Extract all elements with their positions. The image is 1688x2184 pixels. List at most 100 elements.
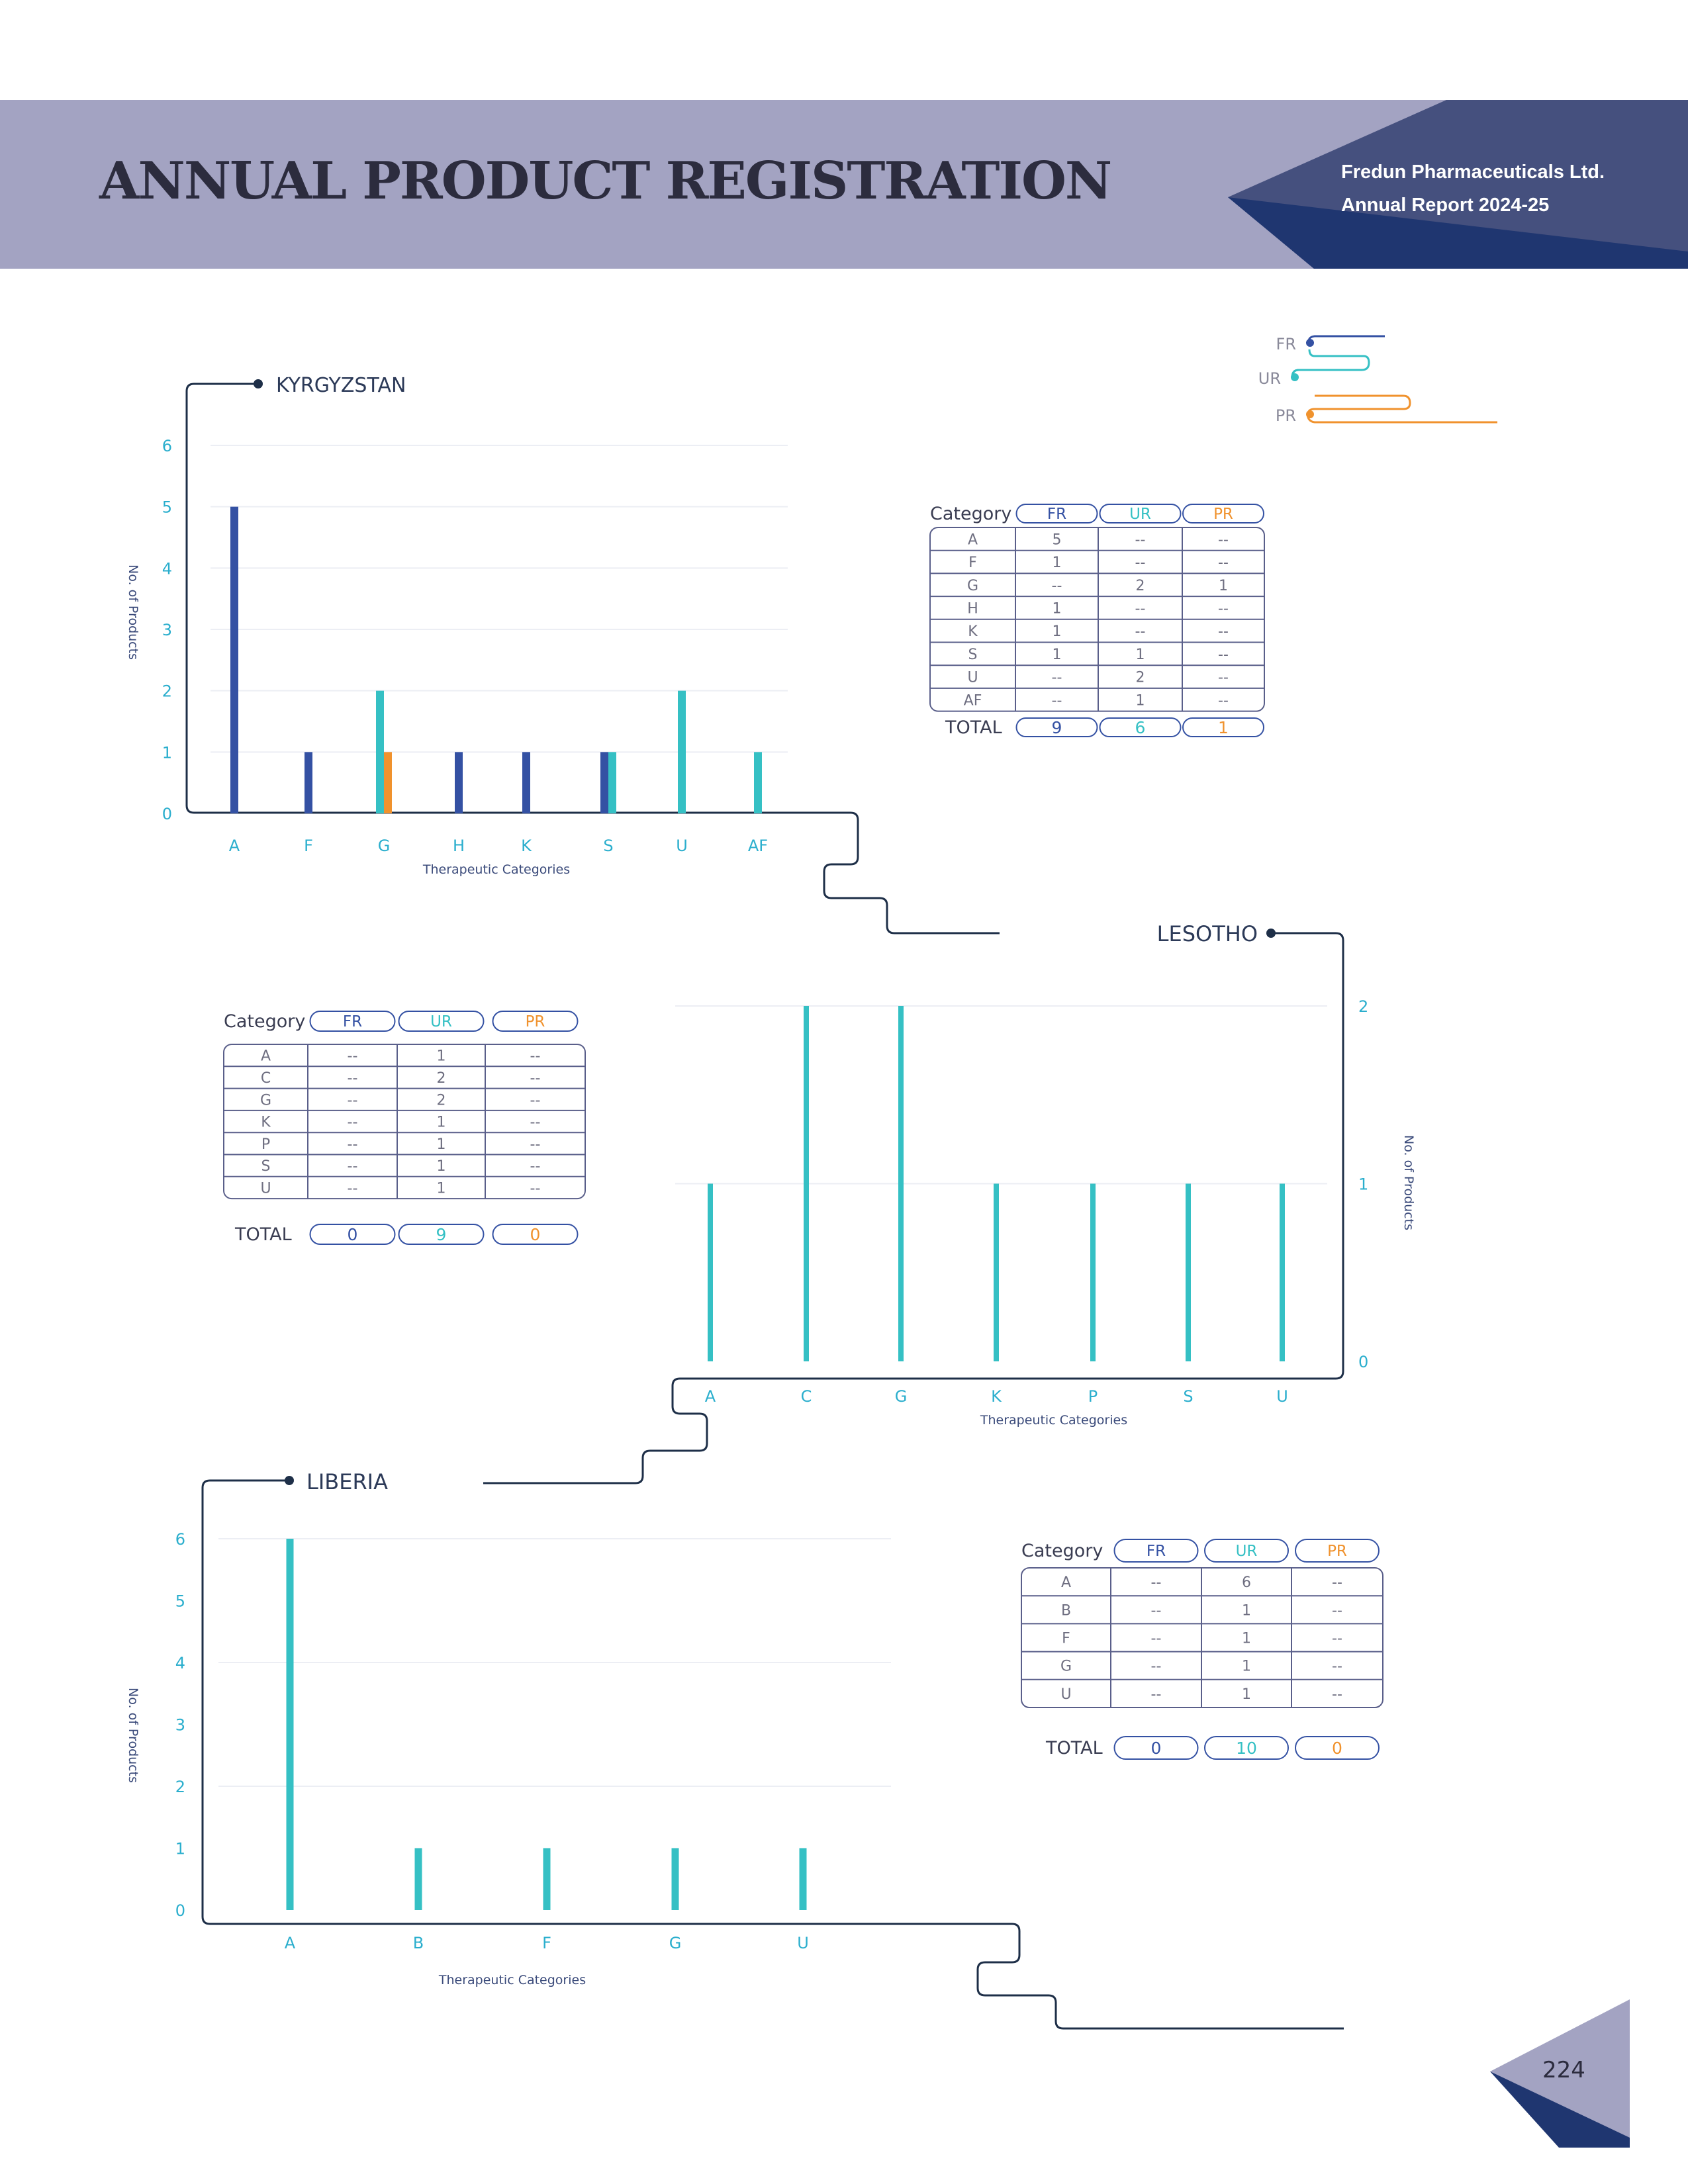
table-header-pill [1295, 1539, 1380, 1563]
table-cell: -- [1151, 1686, 1162, 1703]
table-cell: 1 [1136, 692, 1145, 709]
table-cell: U [1060, 1686, 1071, 1703]
table-cell: 1 [1219, 578, 1228, 594]
bar-u-ur [678, 690, 686, 813]
table-cell: 1 [437, 1180, 446, 1197]
page-corner-graphic [1490, 1999, 1630, 2148]
frame-kyrgyzstan [185, 383, 1000, 934]
table-header-pr: PR [1213, 506, 1233, 523]
table-cell: -- [1332, 1659, 1342, 1675]
table-cell: 2 [437, 1092, 446, 1109]
bar-g-ur [671, 1848, 679, 1910]
x-tick-label: P [1088, 1387, 1098, 1406]
table-cell: -- [1218, 600, 1229, 617]
table-header-pill [1099, 504, 1182, 523]
table-cell: 1 [437, 1048, 446, 1065]
table-header-pill [492, 1011, 579, 1032]
table-cell: G [260, 1092, 271, 1109]
y-tick-label: 4 [175, 1654, 185, 1672]
y-tick-label: 6 [175, 1530, 185, 1549]
x-tick-label: U [676, 837, 688, 855]
y-tick-label: 2 [1358, 997, 1368, 1016]
table-total-pill [1182, 717, 1264, 737]
x-tick-label: F [304, 837, 313, 855]
legend-loop-pr [1307, 394, 1411, 415]
title-dot-kyrgyzstan [254, 379, 263, 388]
chart-liberia: LIBERIA 0 1 2 3 4 5 6 No. of Products A B F G U Therap… [126, 1469, 891, 1987]
table-cell: G [1060, 1659, 1072, 1675]
table-header-pill [398, 1011, 485, 1032]
table-cell: K [968, 623, 978, 640]
table-cell: -- [1151, 1631, 1162, 1647]
table-total-ur: 10 [1236, 1739, 1257, 1758]
table-total-pr: 0 [1332, 1739, 1342, 1758]
x-tick-label: S [1183, 1387, 1193, 1406]
x-tick-label: A [229, 837, 240, 855]
y-tick-label: 2 [175, 1778, 185, 1796]
table-header-ur: UR [1236, 1543, 1258, 1560]
x-tick-label: K [521, 837, 532, 855]
bar-g-ur [376, 690, 384, 813]
title-dot-liberia [285, 1476, 294, 1485]
table-cell: -- [1218, 531, 1229, 548]
table-total-pill [1099, 717, 1182, 737]
table-cell: -- [1218, 647, 1229, 663]
y-tick-label: 5 [162, 498, 172, 517]
x-tick-label: G [669, 1934, 682, 1952]
table-header-pill [1015, 504, 1098, 523]
data-tables: Category FR UR PR A 5 -- -- F 1 -- -- G -- 2 1 H 1 -- -- K 1 -… [223, 504, 1383, 1760]
table-total-fr: 0 [348, 1225, 358, 1244]
table-header-pill [1204, 1539, 1289, 1563]
table-cell: -- [530, 1092, 541, 1109]
table-header-pill [1182, 504, 1264, 523]
bar-s-fr [600, 752, 608, 813]
x-tick-label: A [705, 1387, 716, 1406]
table-total-pill [1113, 1736, 1199, 1760]
x-tick-label: AF [748, 837, 768, 855]
table-cell: AF [964, 692, 982, 709]
y-tick-label: 2 [162, 682, 172, 701]
table-cell: H [967, 600, 978, 617]
y-tick-label: 6 [162, 437, 172, 455]
bar-c-ur [804, 1006, 809, 1361]
bar-h-fr [455, 752, 463, 813]
page-title: ANNUAL PRODUCT REGISTRATION [99, 151, 1112, 211]
table-total-pill [1015, 717, 1098, 737]
x-tick-label: A [285, 1934, 296, 1952]
table-total-pill [492, 1224, 579, 1245]
table-cell: 1 [437, 1136, 446, 1153]
bar-g-pr [384, 752, 392, 813]
table-cell: -- [348, 1048, 358, 1065]
table-cell: -- [1151, 1659, 1162, 1675]
table-total-label: TOTAL [945, 717, 1002, 738]
table-cell: F [1062, 1631, 1070, 1647]
table-cell: 1 [1242, 1686, 1251, 1703]
table-cell: -- [348, 1115, 358, 1131]
table-cell: A [968, 531, 978, 548]
bar-k-fr [522, 752, 530, 813]
y-tick-label: 4 [162, 559, 172, 578]
table-total-label: TOTAL [1045, 1738, 1103, 1758]
legend: FR UR PR [1258, 335, 1497, 425]
y-axis-label: No. of Products [126, 1688, 140, 1783]
bar-f-fr [305, 752, 312, 813]
x-axis-label: Therapeutic Categories [980, 1413, 1127, 1428]
x-tick-label: U [1276, 1387, 1288, 1406]
table-total-fr: 0 [1151, 1739, 1162, 1758]
table-cell: 2 [437, 1070, 446, 1087]
table-cell: K [261, 1115, 271, 1131]
legend-label-fr: FR [1276, 335, 1296, 353]
table-body-frame [223, 1044, 586, 1200]
table-cell: S [261, 1158, 271, 1175]
table-cell: 1 [1053, 600, 1062, 617]
y-tick-label: 5 [175, 1592, 185, 1611]
table-cell: -- [1332, 1631, 1342, 1647]
y-tick-label: 0 [175, 1901, 185, 1920]
chart-title: LESOTHO [1157, 921, 1258, 946]
table-cell: -- [1218, 670, 1229, 686]
chart-title: LIBERIA [306, 1469, 388, 1494]
bar-u-ur [1280, 1183, 1285, 1361]
connector-frames [185, 379, 1344, 2030]
chart-lesotho: LESOTHO 0 1 2 No. of Products A C G K P S U Therapeu… [675, 921, 1416, 1428]
